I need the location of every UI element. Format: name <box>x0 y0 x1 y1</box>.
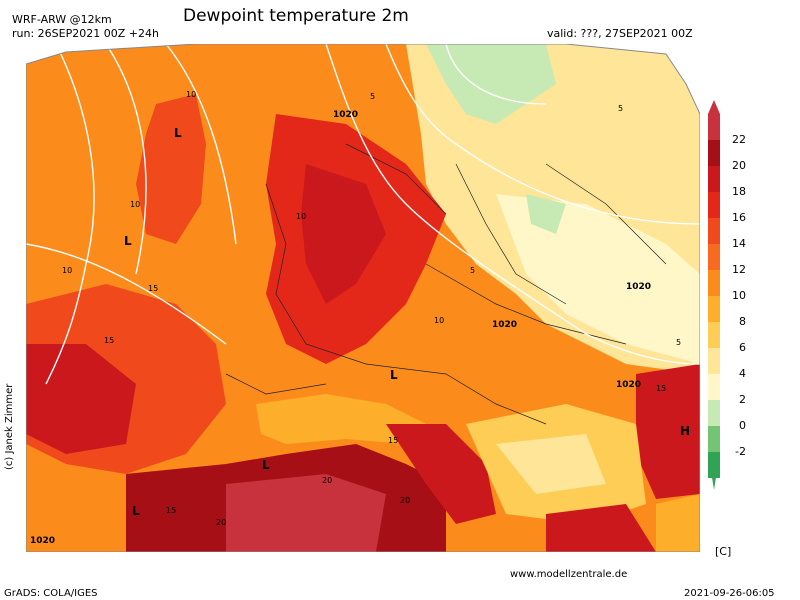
colorbar <box>708 100 720 490</box>
contour-label: 15 <box>656 384 667 393</box>
pressure-label: 1020 <box>30 536 56 546</box>
contour-label: 10 <box>434 316 445 325</box>
contour-label: 15 <box>104 336 115 345</box>
colorbar-tick-label: 16 <box>732 211 746 224</box>
contour-label: 5 <box>370 92 376 101</box>
colorbar-tick-label: -2 <box>735 445 746 458</box>
biscay-region <box>26 344 136 454</box>
colorbar-box <box>708 192 720 218</box>
low-center: L <box>132 504 140 518</box>
contour-label: 20 <box>400 496 411 505</box>
colorbar-tick-label: 0 <box>739 419 746 432</box>
balkans-dry-region <box>496 434 606 494</box>
adriatic-region <box>386 424 496 524</box>
scandinavia-green <box>426 44 556 124</box>
contour-label: 5 <box>470 266 476 275</box>
colorbar-tick-label: 18 <box>732 185 746 198</box>
map-frame <box>26 44 700 552</box>
low-center: L <box>262 458 270 472</box>
pressure-label: 1020 <box>626 282 652 292</box>
colorbar-tick-label: 8 <box>739 315 746 328</box>
colorbar-box <box>708 400 720 426</box>
colorbar-box <box>708 348 720 374</box>
colorbar-tick-label: 10 <box>732 289 746 302</box>
contour-label: 10 <box>62 266 73 275</box>
colorbar-tick-label: 2 <box>739 393 746 406</box>
run-label: run: 26SEP2021 00Z +24h <box>12 27 159 40</box>
contour-label: 10 <box>130 200 141 209</box>
colorbar-tick-label: 12 <box>732 263 746 276</box>
colorbar-tick-label: 20 <box>732 159 746 172</box>
colorbar-box <box>708 270 720 296</box>
colorbar-box <box>708 296 720 322</box>
contour-label: 5 <box>618 104 624 113</box>
colorbar-box <box>708 374 720 400</box>
contour-label: 15 <box>166 506 177 515</box>
colorbar-tick-label: 14 <box>732 237 746 250</box>
contour-label: 5 <box>676 338 682 347</box>
map-canvas <box>26 44 700 552</box>
model-label: WRF-ARW @12km <box>12 13 112 26</box>
contour-label: 15 <box>148 284 159 293</box>
pressure-label: 1020 <box>333 110 359 120</box>
colorbar-box <box>708 322 720 348</box>
high-center: H <box>680 424 691 438</box>
colorbar-box <box>708 114 720 140</box>
dewpoint-map: 1020 1020 1020 1020 1020 L L L L L H 10 … <box>26 44 700 552</box>
footer-credit: GrADS: COLA/IGES <box>4 588 98 599</box>
colorbar-box <box>708 426 720 452</box>
colorbar-top-arrow <box>708 100 720 114</box>
tyrrhenian-region <box>226 474 386 552</box>
east-pale-region <box>496 194 700 364</box>
colorbar-box <box>708 218 720 244</box>
uk-region <box>136 94 206 244</box>
pressure-label: 1020 <box>492 320 518 330</box>
colorbar-box <box>708 166 720 192</box>
pressure-label: 1020 <box>616 380 642 390</box>
contour-label: 15 <box>388 436 399 445</box>
map-title: Dewpoint temperature 2m <box>183 6 409 26</box>
contour-label: 10 <box>186 90 197 99</box>
colorbar-tick-label: 4 <box>739 367 746 380</box>
credit-label: (c) Janek Zimmer <box>4 383 15 470</box>
colorbar-tick-label: 6 <box>739 341 746 354</box>
low-center: L <box>390 368 398 382</box>
timestamp-label: 2021-09-26-06:05 <box>684 588 775 599</box>
colorbar-box <box>708 244 720 270</box>
colorbar-tick-label: 22 <box>732 133 746 146</box>
unit-label: [C] <box>715 545 732 558</box>
turkey-region <box>656 494 700 552</box>
contour-label: 20 <box>216 518 227 527</box>
aegean-region <box>546 504 656 552</box>
alps-region <box>256 394 426 444</box>
contour-label: 10 <box>296 212 307 221</box>
baltic-green <box>526 194 566 234</box>
black-sea-region <box>636 364 700 499</box>
valid-label: valid: ???, 27SEP2021 00Z <box>547 27 693 40</box>
central-core <box>301 164 386 304</box>
isobars <box>26 44 700 385</box>
website-link[interactable]: www.modellzentrale.de <box>510 569 628 580</box>
colorbar-bottom-arrow <box>708 452 720 490</box>
low-center: L <box>174 126 182 140</box>
low-center: L <box>124 234 132 248</box>
colorbar-box <box>708 140 720 166</box>
contour-label: 20 <box>322 476 333 485</box>
